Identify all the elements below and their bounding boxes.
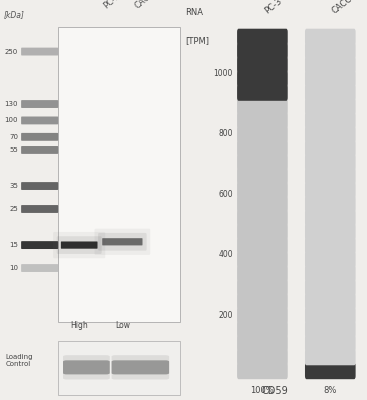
- FancyBboxPatch shape: [305, 154, 356, 170]
- FancyBboxPatch shape: [237, 307, 288, 324]
- FancyBboxPatch shape: [237, 70, 288, 87]
- FancyBboxPatch shape: [237, 168, 288, 184]
- FancyBboxPatch shape: [58, 341, 180, 395]
- FancyBboxPatch shape: [237, 349, 288, 365]
- FancyBboxPatch shape: [63, 360, 110, 374]
- FancyBboxPatch shape: [305, 84, 356, 101]
- Text: 600: 600: [218, 190, 233, 199]
- Text: 35: 35: [9, 183, 18, 189]
- FancyBboxPatch shape: [237, 154, 288, 170]
- FancyBboxPatch shape: [237, 126, 288, 142]
- Text: 10: 10: [9, 265, 18, 271]
- FancyBboxPatch shape: [21, 116, 58, 124]
- Text: 400: 400: [218, 250, 233, 260]
- FancyBboxPatch shape: [305, 363, 356, 379]
- FancyBboxPatch shape: [237, 224, 288, 240]
- Text: 55: 55: [9, 147, 18, 153]
- FancyBboxPatch shape: [237, 321, 288, 338]
- FancyBboxPatch shape: [305, 112, 356, 129]
- FancyBboxPatch shape: [305, 43, 356, 59]
- FancyBboxPatch shape: [112, 360, 169, 374]
- FancyBboxPatch shape: [237, 112, 288, 129]
- Text: Loading
Control: Loading Control: [6, 354, 33, 367]
- FancyBboxPatch shape: [305, 307, 356, 324]
- FancyBboxPatch shape: [305, 140, 356, 156]
- FancyBboxPatch shape: [102, 238, 142, 246]
- FancyBboxPatch shape: [305, 335, 356, 351]
- Text: 200: 200: [218, 311, 233, 320]
- FancyBboxPatch shape: [237, 98, 288, 115]
- FancyBboxPatch shape: [237, 29, 288, 45]
- Text: 800: 800: [218, 130, 233, 138]
- FancyBboxPatch shape: [237, 265, 288, 282]
- FancyBboxPatch shape: [98, 233, 147, 251]
- FancyBboxPatch shape: [305, 238, 356, 254]
- FancyBboxPatch shape: [21, 146, 58, 154]
- Text: 15: 15: [9, 242, 18, 248]
- Text: 25: 25: [9, 206, 18, 212]
- FancyBboxPatch shape: [94, 229, 150, 255]
- FancyBboxPatch shape: [61, 242, 98, 249]
- FancyBboxPatch shape: [53, 232, 105, 258]
- FancyBboxPatch shape: [237, 293, 288, 310]
- Text: 70: 70: [9, 134, 18, 140]
- Text: CD59: CD59: [262, 386, 288, 396]
- FancyBboxPatch shape: [21, 48, 58, 56]
- Text: CACO-2: CACO-2: [330, 0, 361, 16]
- FancyBboxPatch shape: [305, 98, 356, 115]
- FancyBboxPatch shape: [237, 210, 288, 226]
- FancyBboxPatch shape: [21, 100, 58, 108]
- FancyBboxPatch shape: [305, 252, 356, 268]
- Text: 8%: 8%: [324, 386, 337, 395]
- Text: PC-3: PC-3: [102, 0, 122, 10]
- FancyBboxPatch shape: [305, 293, 356, 310]
- FancyBboxPatch shape: [237, 140, 288, 156]
- FancyBboxPatch shape: [305, 168, 356, 184]
- Text: 100: 100: [4, 118, 18, 124]
- FancyBboxPatch shape: [21, 133, 58, 141]
- Text: PC-3: PC-3: [262, 0, 283, 16]
- FancyBboxPatch shape: [57, 236, 102, 254]
- FancyBboxPatch shape: [237, 196, 288, 212]
- FancyBboxPatch shape: [305, 210, 356, 226]
- Text: [kDa]: [kDa]: [4, 10, 25, 20]
- Text: 100%: 100%: [251, 386, 274, 395]
- FancyBboxPatch shape: [112, 355, 169, 380]
- FancyBboxPatch shape: [305, 196, 356, 212]
- Text: 130: 130: [4, 101, 18, 107]
- FancyBboxPatch shape: [237, 252, 288, 268]
- FancyBboxPatch shape: [237, 56, 288, 73]
- FancyBboxPatch shape: [305, 349, 356, 365]
- FancyBboxPatch shape: [21, 241, 58, 249]
- FancyBboxPatch shape: [305, 224, 356, 240]
- Text: Low: Low: [115, 321, 130, 330]
- FancyBboxPatch shape: [305, 126, 356, 142]
- FancyBboxPatch shape: [237, 84, 288, 101]
- FancyBboxPatch shape: [305, 265, 356, 282]
- Text: CACO-2: CACO-2: [133, 0, 164, 10]
- FancyBboxPatch shape: [237, 335, 288, 351]
- FancyBboxPatch shape: [237, 43, 288, 59]
- Text: 1000: 1000: [214, 69, 233, 78]
- FancyBboxPatch shape: [21, 264, 58, 272]
- FancyBboxPatch shape: [21, 182, 58, 190]
- FancyBboxPatch shape: [237, 238, 288, 254]
- FancyBboxPatch shape: [237, 182, 288, 198]
- FancyBboxPatch shape: [305, 70, 356, 87]
- Text: RNA: RNA: [185, 8, 203, 17]
- Text: [TPM]: [TPM]: [185, 36, 209, 45]
- FancyBboxPatch shape: [305, 29, 356, 45]
- FancyBboxPatch shape: [237, 363, 288, 379]
- FancyBboxPatch shape: [58, 27, 180, 322]
- Text: High: High: [70, 321, 88, 330]
- FancyBboxPatch shape: [63, 355, 110, 380]
- Text: 250: 250: [5, 48, 18, 54]
- FancyBboxPatch shape: [305, 279, 356, 296]
- FancyBboxPatch shape: [21, 205, 58, 213]
- FancyBboxPatch shape: [305, 56, 356, 73]
- FancyBboxPatch shape: [305, 321, 356, 338]
- FancyBboxPatch shape: [305, 182, 356, 198]
- FancyBboxPatch shape: [237, 279, 288, 296]
